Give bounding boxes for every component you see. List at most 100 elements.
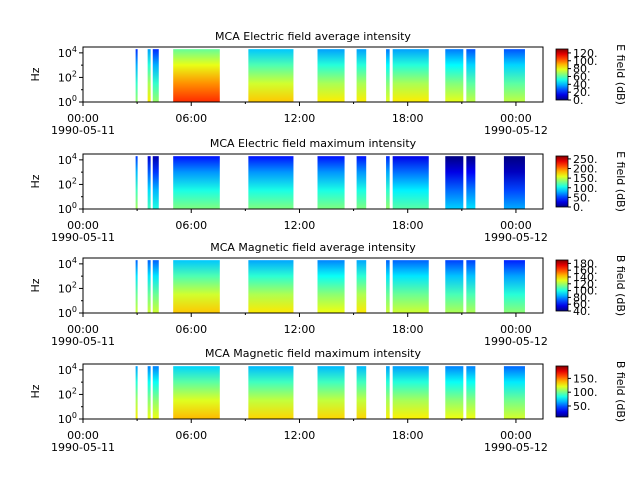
colorbar-tick-label: 0. — [573, 201, 584, 214]
data-segment — [152, 366, 159, 419]
date-label-start: 1990-05-11 — [51, 335, 115, 348]
x-tick-label: 12:00 — [284, 219, 316, 232]
colorbar-tick-label: 50. — [573, 191, 591, 204]
data-segment — [386, 156, 390, 209]
data-segment — [503, 156, 525, 209]
y-tick-label: 100 — [58, 201, 77, 216]
data-segment — [392, 260, 429, 313]
x-tick-label: 06:00 — [175, 112, 207, 125]
y-tick-label: 104 — [58, 256, 77, 271]
y-axis-label: Hz — [29, 174, 42, 188]
y-tick-label: 100 — [58, 305, 77, 320]
y-axis-label: Hz — [29, 278, 42, 292]
data-segment — [466, 156, 476, 209]
axes-frame — [82, 46, 544, 103]
data-segment — [386, 366, 390, 419]
panel-3: MCA Magnetic field average intensity Hz 10… — [29, 241, 627, 348]
colorbar-tick-label: 120. — [573, 278, 598, 291]
data-segment — [317, 260, 345, 313]
colorbar — [555, 155, 569, 208]
colorbar-tick-label: 60. — [573, 70, 591, 83]
x-tick-label: 18:00 — [392, 219, 424, 232]
data-segment — [466, 49, 476, 102]
x-tick-label: 06:00 — [175, 219, 207, 232]
x-tick-label: 06:00 — [175, 323, 207, 336]
y-tick-label: 102 — [58, 386, 77, 401]
data-segment — [248, 366, 294, 419]
x-tick-label: 00:00 — [500, 323, 532, 336]
data-segment — [503, 260, 525, 313]
colorbar — [555, 48, 569, 101]
x-tick-label: 18:00 — [392, 323, 424, 336]
date-label-end: 1990-05-12 — [484, 335, 548, 348]
panel-title: MCA Magnetic field average intensity — [210, 241, 416, 254]
axes-frame — [82, 257, 544, 314]
colorbar — [555, 365, 569, 418]
data-segment — [386, 49, 390, 102]
data-segment — [392, 156, 429, 209]
panel-4: MCA Magnetic field maximum intensity Hz 10… — [29, 347, 627, 454]
colorbar-tick-label: 180. — [573, 257, 598, 270]
colorbar-tick-label: 20. — [573, 86, 591, 99]
colorbar — [555, 259, 569, 312]
date-label-end: 1990-05-12 — [484, 231, 548, 244]
colorbar-tick-label: 160. — [573, 264, 598, 277]
data-segment — [147, 366, 151, 419]
x-tick-label: 00:00 — [67, 112, 99, 125]
data-segment — [173, 260, 220, 313]
colorbar-tick-label: 80. — [573, 291, 591, 304]
x-tick-label: 00:00 — [67, 323, 99, 336]
date-label-start: 1990-05-11 — [51, 441, 115, 454]
data-segment — [317, 366, 345, 419]
colorbar-tick-label: 0. — [573, 94, 584, 107]
y-tick-label: 102 — [58, 280, 77, 295]
data-segment — [135, 260, 138, 313]
axes-frame — [82, 153, 544, 210]
data-segment — [248, 49, 294, 102]
x-tick-label: 12:00 — [284, 429, 316, 442]
data-segment — [445, 49, 464, 102]
y-tick-label: 102 — [58, 69, 77, 84]
data-segment — [503, 366, 525, 419]
x-tick-label: 00:00 — [67, 219, 99, 232]
data-segment — [445, 156, 464, 209]
y-tick-label: 104 — [58, 45, 77, 60]
data-segment — [147, 260, 151, 313]
panel-title: MCA Electric field average intensity — [215, 30, 411, 43]
colorbar-tick-label: 150. — [573, 172, 598, 185]
y-tick-label: 104 — [58, 152, 77, 167]
colorbar-label: E field (dB) — [614, 44, 627, 105]
x-tick-label: 12:00 — [284, 323, 316, 336]
colorbar-label: B field (dB) — [614, 361, 627, 422]
data-segment — [466, 260, 476, 313]
y-tick-label: 102 — [58, 176, 77, 191]
colorbar-label: B field (dB) — [614, 255, 627, 316]
colorbar-tick-label: 50. — [573, 400, 591, 413]
data-segment — [147, 49, 151, 102]
colorbar-label: E field (dB) — [614, 151, 627, 212]
data-segment — [392, 49, 429, 102]
data-segment — [173, 366, 220, 419]
data-segment — [135, 156, 138, 209]
x-tick-label: 00:00 — [67, 429, 99, 442]
colorbar-tick-label: 140. — [573, 271, 598, 284]
data-segment — [248, 260, 294, 313]
x-tick-label: 00:00 — [500, 219, 532, 232]
data-segment — [356, 156, 367, 209]
colorbar-tick-label: 200. — [573, 163, 598, 176]
panel-2: MCA Electric field maximum intensity Hz 10… — [29, 137, 627, 244]
data-segment — [466, 366, 476, 419]
y-axis-label: Hz — [29, 67, 42, 81]
x-tick-label: 00:00 — [500, 429, 532, 442]
colorbar-tick-label: 100. — [573, 182, 598, 195]
data-segment — [356, 49, 367, 102]
axes-frame — [82, 363, 544, 420]
date-label-end: 1990-05-12 — [484, 441, 548, 454]
x-tick-label: 12:00 — [284, 112, 316, 125]
data-segment — [503, 49, 525, 102]
data-segment — [317, 156, 345, 209]
data-segment — [248, 156, 294, 209]
data-segment — [445, 366, 464, 419]
